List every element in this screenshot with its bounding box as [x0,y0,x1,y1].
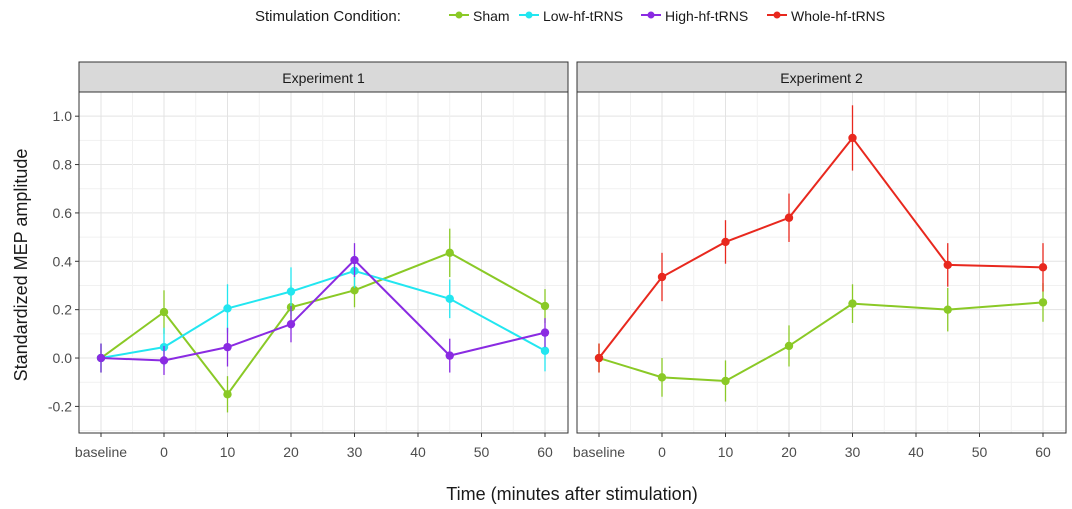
y-tick-label-0-2: 0.2 [53,302,73,318]
data-point [445,248,454,258]
panels: Experiment 1 baseline 0 10 20 30 40 50 60 -0.2 0.0… [48,61,1067,460]
data-point [350,255,359,265]
data-point [594,353,604,363]
x-tick-label-20: 20 [283,444,299,460]
x-axis-label: Time (minutes after stimulation) [446,484,697,504]
legend-label-high-hf-trns: High-hf-tRNS [665,8,748,24]
panel-title: Experiment 2 [780,70,863,86]
y-tick-label-1-0: 1.0 [53,108,73,124]
x-tick-label-0: 0 [658,444,666,460]
x-tick-label-50: 50 [972,444,988,460]
x-tick-label-60: 60 [1035,444,1051,460]
y-axis: -0.2 0.0 0.2 0.4 0.6 0.8 1.0 [48,108,79,414]
x-tick-label-60: 60 [537,444,553,460]
x-tick-label-0: 0 [160,444,168,460]
x-tick-label-10: 10 [718,444,734,460]
x-tick-label-20: 20 [781,444,797,460]
data-point [784,213,794,222]
plot-background [79,92,568,433]
panel-border [78,91,569,434]
data-point [445,294,454,303]
data-point [350,286,359,295]
legend-marker-low-hf-trns [525,11,533,19]
legend-label-whole-hf-trns: Whole-hf-tRNS [791,8,885,24]
x-tick-label-40: 40 [410,444,426,460]
data-point [223,342,232,352]
panel-border [576,91,1067,434]
data-point [784,341,794,351]
data-point [943,260,952,270]
y-axis-label: Standardized MEP amplitude [11,149,31,382]
data-point [540,346,550,355]
data-point [721,237,730,247]
x-tick-label-30: 30 [347,444,363,460]
legend-label-sham: Sham [473,8,510,24]
data-point [159,307,169,317]
data-point [1038,263,1048,272]
legend-title: Stimulation Condition: [255,8,401,25]
x-tick-label-10: 10 [220,444,236,460]
data-point [540,328,550,337]
legend-items: Sham Low-hf-tRNS High-hf-tRNS Whole-hf-tRNS [449,8,885,24]
y-tick-label-0-4: 0.4 [53,253,73,269]
x-tick-label-baseline: baseline [75,444,127,460]
data-point [286,319,296,329]
panel-title: Experiment 1 [282,70,365,86]
series-whole-hf-trns [594,105,1048,373]
data-point [445,351,454,360]
legend-marker-whole-hf-trns [773,11,781,19]
panel-strip [78,61,569,93]
data-point [540,301,550,311]
x-tick-label-baseline: baseline [573,444,625,460]
x-tick-label-50: 50 [474,444,490,460]
data-point [1038,298,1048,307]
x-axis: baseline 0 10 20 30 40 50 60 [573,433,1051,460]
data-point [657,373,667,382]
x-tick-label-30: 30 [845,444,861,460]
data-point [721,376,730,386]
legend-marker-high-hf-trns [647,11,655,19]
y-tick-label-0-2: -0.2 [48,398,72,414]
legend: Stimulation Condition: Sham Low-hf-tRNS Hi… [255,8,885,25]
data-point [159,356,169,365]
data-point [96,353,106,363]
x-axis: baseline 0 10 20 30 40 50 60 [75,433,553,460]
y-tick-label-0-0: 0.0 [53,350,73,366]
panel-2: Experiment 2 baseline 0 10 20 30 40 50 60 [573,61,1067,460]
x-tick-label-40: 40 [908,444,924,460]
data-point [848,133,857,143]
panel-strip [576,61,1067,93]
series-high-hf-trns [96,243,550,375]
data-point [657,272,667,282]
data-point [943,305,952,314]
data-point [848,299,857,308]
gridlines [79,91,568,433]
series-sham [594,283,1048,402]
y-tick-label-0-6: 0.6 [53,205,73,221]
y-tick-label-0-8: 0.8 [53,157,73,173]
legend-label-low-hf-trns: Low-hf-tRNS [543,8,623,24]
panel-1: Experiment 1 baseline 0 10 20 30 40 50 60 -0.2 0.0… [48,61,569,460]
data-point [223,390,232,399]
data-point [223,304,232,313]
data-point [286,287,296,296]
legend-marker-sham [455,11,463,19]
